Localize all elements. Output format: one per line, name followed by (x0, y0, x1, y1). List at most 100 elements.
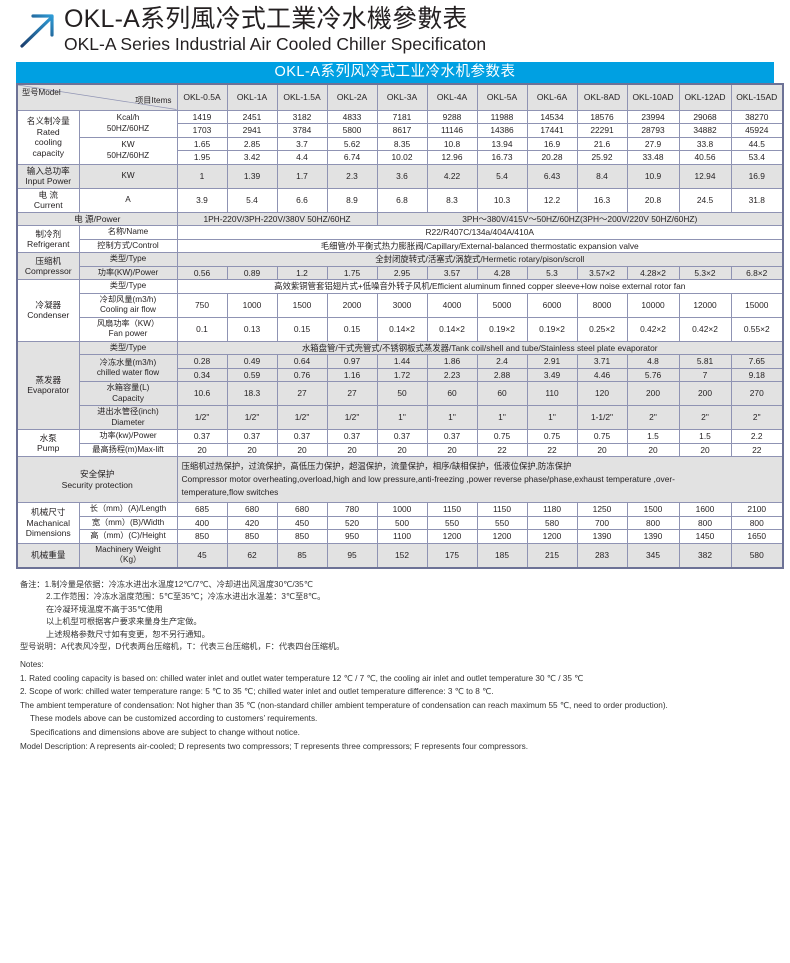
table-cell: 5.62 (326, 136, 378, 151)
table-cell: 12.96 (426, 150, 478, 165)
table-cell: 20 (576, 442, 628, 457)
table-cell: 14386 (476, 123, 528, 138)
table-cell: 6.6 (276, 187, 328, 213)
table-cell: 3000 (376, 292, 428, 318)
table-cell: 20 (176, 442, 228, 457)
table-row: 最高扬程(m)Max-lift 20 20 20 20 20 20 22 22 20 20 20 22 (17, 442, 784, 457)
table-cell: 23994 (626, 109, 680, 124)
table-cell: 2.88 (476, 367, 528, 382)
row-category-label: 名义制冷量 Rated cooling capacity (16, 109, 80, 165)
table-cell: 5.4 (476, 163, 528, 189)
model-header-6: OKL-5A (476, 83, 528, 111)
table-cell: 29068 (678, 109, 732, 124)
table-cell: 3.57 (426, 265, 478, 280)
table-row: 压缩机 Compressor 类型/Type 全封闭旋转式/活塞式/涡旋式/Herme… (16, 252, 784, 280)
table-cell: 20.28 (526, 150, 578, 165)
title-block: OKL-A系列風冷式工業冷水機參數表 OKL-A Series Industri… (0, 0, 790, 58)
table-cell: 450 (276, 515, 328, 530)
table-cell: 20 (276, 442, 328, 457)
table-cell: 0.76 (276, 367, 328, 382)
table-cell: 400 (176, 515, 228, 530)
table-cell: 0.14×2 (426, 316, 478, 342)
table-cell: 750 (176, 292, 228, 318)
table-cell: 2" (678, 405, 732, 430)
table-cell: 0.55×2 (730, 316, 784, 342)
table-cell: 200 (678, 381, 732, 406)
table-cell: 0.97 (326, 354, 378, 369)
table-cell: 1200 (476, 529, 528, 544)
table-cell: 0.37 (176, 429, 228, 444)
table-cell: 1000 (376, 502, 428, 517)
row-item-label: 类型/Type (78, 279, 178, 294)
table-cell: 6000 (526, 292, 578, 318)
table-cell: 10000 (626, 292, 680, 318)
table-cell: 22 (730, 442, 784, 457)
table-cell: 8.3 (426, 187, 478, 213)
note-cn-line: 2.工作范围：冷冻水温度范围：5℃至35℃；冷冻水进出水温差：3℃至8℃。 (46, 592, 326, 602)
table-cell: 1/2" (276, 405, 328, 430)
table-cell: 3784 (276, 123, 328, 138)
note-en-line: These models above can be customized acc… (30, 714, 318, 724)
row-item-label: Kcal/h 50HZ/60HZ (78, 109, 178, 138)
row-category-label: 蒸发器 Evaporator (16, 340, 80, 430)
table-cell: 16.9 (730, 163, 784, 189)
table-cell: 18576 (576, 109, 628, 124)
table-cell: 1419 (176, 109, 228, 124)
table-cell: 800 (678, 515, 732, 530)
table-cell: 1.75 (326, 265, 378, 280)
row-category-label: 机械尺寸 Machanical Dimensions (16, 502, 80, 544)
table-cell: 21.6 (576, 136, 628, 151)
table-cell: 700 (576, 515, 628, 530)
note-en-line: 2. Scope of work: chilled water temperat… (20, 687, 494, 697)
table-cell: 25.92 (576, 150, 628, 165)
table-cell: 62 (226, 542, 278, 569)
table-row: 冷凝器 Condenser 类型/Type 高效紫铜管套铝翅片式+低噪音外转子风机/E… (16, 279, 784, 342)
table-cell: 4.8 (626, 354, 680, 369)
table-row: KW 50HZ/60HZ 1.65 2.85 3.7 5.62 8.35 10.8 13.94 1… (17, 136, 784, 165)
table-cell: 1.2 (276, 265, 328, 280)
model-header-8: OKL-8AD (576, 83, 628, 111)
table-cell: 9.18 (730, 367, 784, 382)
table-cell: 85 (276, 542, 328, 569)
table-cell: 1650 (730, 529, 784, 544)
table-cell: 20 (376, 442, 428, 457)
table-cell-merged: 高效紫铜管套铝翅片式+低噪音外转子风机/Efficient aluminum f… (176, 279, 784, 294)
table-cell: 110 (526, 381, 578, 406)
table-cell: 1180 (526, 502, 578, 517)
note-en-line: Specifications and dimensions above are … (30, 728, 300, 738)
row-item-label: 类型/Type (78, 340, 178, 355)
row-item-label: 控制方式/Control (78, 238, 178, 253)
table-cell: 1.39 (226, 163, 278, 189)
table-row: 高（mm）(C)/Height 850 850 850 950 1100 1200 1200 1… (17, 529, 784, 544)
table-cell: 45 (176, 542, 228, 569)
table-cell: 4.22 (426, 163, 478, 189)
table-cell: 5.76 (626, 367, 680, 382)
table-cell: 53.4 (730, 150, 784, 165)
table-cell: 20.8 (626, 187, 680, 213)
table-cell: 0.19×2 (476, 316, 528, 342)
table-cell: 1" (426, 405, 478, 430)
row-item-label: 功率(kw)/Power (78, 429, 178, 444)
table-body: 名义制冷量 Rated cooling capacity Kcal/h 50HZ/60HZ… (16, 109, 784, 569)
table-cell: 11146 (426, 123, 478, 138)
table-cell: 1150 (476, 502, 528, 517)
table-cell: 185 (476, 542, 528, 569)
table-cell: 38270 (730, 109, 784, 124)
note-cn-line: 上述规格参数尺寸如有变更，恕不另行通知。 (46, 629, 210, 639)
table-row: 电 流 Current A 3.9 5.4 6.6 8.9 6.8 8.3 10.3 12.2 16.… (16, 187, 784, 213)
table-cell: 2.91 (526, 354, 578, 369)
note-cn-line: 型号说明：A代表风冷型，D代表两台压缩机，T：代表三台压缩机，F：代表四台压缩机… (20, 642, 345, 652)
table-cell: 0.28 (176, 354, 228, 369)
table-cell: 0.37 (376, 429, 428, 444)
table-cell: 520 (326, 515, 378, 530)
row-item-label: A (78, 187, 178, 213)
row-item-label: 名称/Name (78, 225, 178, 240)
table-cell: 1-1/2" (576, 405, 628, 430)
table-cell-merged: 毛细管/外平衡式热力膨胀阀/Capillary/External-balance… (176, 238, 784, 253)
table-cell: 0.75 (526, 429, 578, 444)
table-cell: 18.3 (226, 381, 278, 406)
table-cell: 20 (678, 442, 732, 457)
table-cell: 7.65 (730, 354, 784, 369)
row-item-label: 冷却风量(m3/h) Cooling air flow (78, 292, 178, 318)
row-item-label: KW (78, 163, 178, 189)
